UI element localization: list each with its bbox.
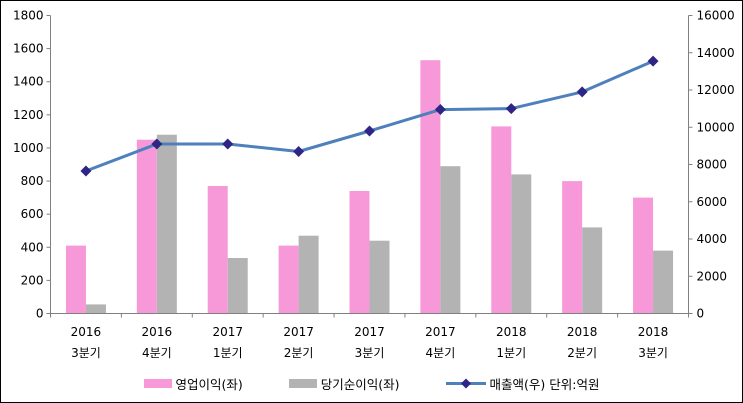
x-label-quarter: 4분기 (142, 346, 172, 360)
x-label-year: 2018 (496, 325, 527, 339)
y-left-tick-label: 1400 (13, 75, 44, 89)
y-right-tick-label: 6000 (697, 195, 728, 209)
legend-item-net-profit: 당기순이익(좌) (288, 374, 400, 393)
x-label-quarter: 1분기 (213, 346, 243, 360)
legend-label-net-profit: 당기순이익(좌) (320, 376, 400, 392)
y-right-tick-label: 10000 (697, 120, 735, 134)
bar-series1-cat3 (298, 235, 319, 314)
net-profit-swatch (288, 378, 317, 388)
y-left-tick-label: 0 (36, 307, 44, 321)
bar-series0-cat4 (349, 191, 370, 314)
operating-profit-swatch (143, 378, 172, 388)
y-right-tick-label: 0 (697, 307, 705, 321)
y-right-tick-label: 12000 (697, 83, 735, 97)
revenue-marker-0 (80, 165, 92, 177)
x-label-quarter: 1분기 (496, 346, 526, 360)
x-label-year: 2018 (567, 325, 598, 339)
bar-series1-cat2 (227, 258, 248, 314)
legend-label-revenue: 매출액(우) 단위:억원 (489, 376, 600, 392)
bar-series0-cat8 (633, 197, 654, 314)
bar-series0-cat7 (562, 181, 583, 314)
revenue-marker-7 (576, 86, 588, 98)
x-label-year: 2017 (425, 325, 456, 339)
bar-series1-cat8 (653, 250, 674, 314)
y-right-tick-label: 4000 (697, 232, 728, 246)
x-label-year: 2016 (71, 325, 102, 339)
y-left-tick-label: 1000 (13, 141, 44, 155)
bar-series0-cat3 (278, 245, 299, 314)
bar-series0-cat2 (207, 186, 228, 314)
legend-item-revenue: 매출액(우) 단위:억원 (445, 374, 600, 393)
x-label-quarter: 2분기 (567, 346, 597, 360)
revenue-marker-4 (364, 125, 375, 137)
bar-series0-cat1 (136, 139, 157, 314)
x-label-quarter: 4분기 (426, 346, 456, 360)
x-label-quarter: 3분기 (638, 346, 668, 360)
legend: 영업이익(좌) 당기순이익(좌) 매출액(우) 단위:억원 (1, 371, 742, 395)
y-right-tick-label: 2000 (697, 269, 728, 283)
revenue-marker-1 (151, 138, 163, 150)
revenue-marker-2 (222, 138, 234, 150)
revenue-line-swatch (445, 378, 486, 388)
bar-series0-cat0 (65, 245, 86, 314)
x-label-quarter: 2분기 (284, 346, 314, 360)
x-label-year: 2016 (142, 325, 173, 339)
y-right-tick-label: 16000 (697, 9, 735, 23)
y-right-tick-label: 8000 (697, 158, 728, 172)
y-left-tick-label: 200 (21, 273, 44, 287)
y-left-tick-label: 600 (21, 207, 44, 221)
bar-series1-cat7 (582, 227, 603, 314)
revenue-marker-3 (293, 145, 305, 157)
legend-label-operating-profit: 영업이익(좌) (175, 376, 243, 392)
x-label-quarter: 3분기 (355, 346, 385, 360)
x-label-year: 2017 (354, 325, 385, 339)
y-left-tick-label: 800 (21, 174, 44, 188)
bar-series1-cat0 (85, 304, 106, 314)
bar-series1-cat1 (156, 134, 177, 314)
x-label-year: 2017 (212, 325, 243, 339)
x-label-year: 2018 (638, 325, 669, 339)
legend-item-operating-profit: 영업이익(좌) (143, 374, 243, 393)
bar-series0-cat6 (491, 126, 512, 314)
y-left-tick-label: 1600 (13, 42, 44, 56)
revenue-marker-6 (505, 103, 517, 115)
y-right-tick-label: 14000 (697, 46, 735, 60)
revenue-marker-8 (647, 55, 659, 67)
y-left-tick-label: 1200 (13, 108, 44, 122)
bar-series1-cat5 (440, 166, 461, 314)
y-left-tick-label: 1800 (13, 9, 44, 23)
revenue-marker-5 (434, 104, 446, 116)
bar-series0-cat5 (420, 60, 441, 314)
y-left-tick-label: 400 (21, 240, 44, 254)
x-label-quarter: 3분기 (71, 346, 101, 360)
bar-series1-cat6 (511, 174, 532, 314)
x-label-year: 2017 (283, 325, 314, 339)
bar-series1-cat4 (369, 240, 390, 314)
